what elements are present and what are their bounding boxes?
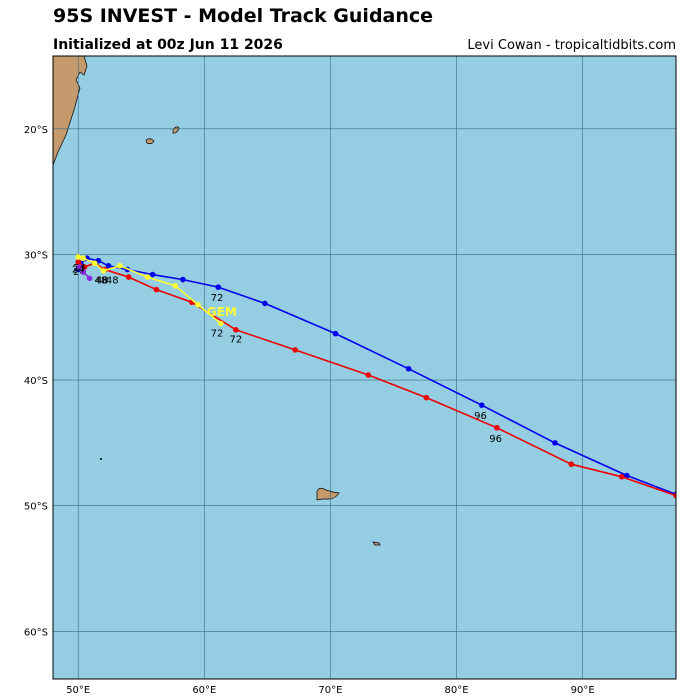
- track-point-blue: [405, 365, 412, 372]
- track-point-yellow: [217, 320, 224, 327]
- lon-tick-label: 50°E: [66, 685, 90, 696]
- track-point-blue: [215, 284, 222, 290]
- track-point-purple: [80, 269, 87, 275]
- track-point-red: [618, 473, 625, 480]
- credit-text: Levi Cowan - tropicaltidbits.com: [467, 38, 676, 53]
- track-point-blue: [624, 472, 630, 479]
- lat-tick-label: 40°S: [24, 376, 48, 387]
- forecast-hour-label: 24: [73, 267, 86, 278]
- forecast-hour-label: 72: [211, 328, 224, 339]
- reunion-island: [145, 138, 155, 145]
- forecast-hour-label: 48: [106, 276, 119, 287]
- forecast-hour-label: 72: [229, 335, 242, 346]
- map-frame: [52, 55, 677, 680]
- chart-title: 95S INVEST - Model Track Guidance: [53, 5, 434, 27]
- model-name-label: GEM: [207, 305, 237, 319]
- track-point-red: [568, 461, 575, 468]
- track-point-yellow: [144, 274, 151, 280]
- track-point-purple: [76, 264, 83, 270]
- forecast-hour-label: 24: [72, 264, 85, 275]
- ocean-background: [53, 56, 676, 679]
- track-point-yellow: [117, 262, 123, 269]
- forecast-hour-label: 48: [96, 276, 109, 287]
- mauritius-island: [172, 126, 180, 134]
- track-point-blue: [478, 402, 485, 408]
- track-point-yellow: [91, 260, 98, 267]
- track-point-yellow: [195, 301, 201, 308]
- track-point-red: [81, 264, 88, 270]
- track-point-red: [292, 347, 298, 353]
- track-point-blue: [262, 300, 268, 307]
- track-point-yellow: [80, 255, 87, 262]
- forecast-hour-label: 96: [489, 434, 502, 445]
- lat-tick-label: 60°S: [24, 627, 48, 638]
- forecast-hour-label: 72: [211, 293, 224, 304]
- track-point-yellow: [172, 283, 179, 289]
- forecast-hour-label: 48: [95, 276, 108, 287]
- track-point-blue: [180, 276, 186, 283]
- track-line-blue: [77, 257, 676, 496]
- track-point-red: [233, 327, 239, 333]
- track-point-yellow: [100, 267, 107, 274]
- chart-subtitle: Initialized at 00z Jun 11 2026: [53, 37, 283, 53]
- track-point-blue: [552, 440, 558, 446]
- track-point-blue: [105, 262, 112, 269]
- lat-tick-label: 50°S: [24, 502, 48, 513]
- track-point-red: [494, 424, 500, 431]
- track-point-red: [75, 259, 82, 265]
- track-point-red: [673, 492, 676, 499]
- model-tracks: 2448729624487296244872GEM: [72, 254, 676, 499]
- track-point-purple: [86, 275, 93, 282]
- track-point-red: [125, 274, 132, 280]
- track-point-red: [153, 286, 160, 293]
- track-point-red: [423, 394, 430, 401]
- track-point-red: [365, 372, 372, 378]
- track-point-yellow: [75, 254, 82, 260]
- axis-tick-labels: 50°E 60°E 70°E 80°E 90°E 20°S 30°S 40°S 50°S 60°S: [24, 125, 595, 696]
- forecast-hour-label: 96: [474, 411, 487, 422]
- track-point-blue: [149, 271, 156, 278]
- lon-tick-label: 90°E: [571, 685, 595, 696]
- lon-tick-label: 80°E: [445, 685, 469, 696]
- lon-tick-label: 60°E: [192, 685, 216, 696]
- graticule: [53, 56, 676, 679]
- lat-tick-label: 20°S: [24, 125, 48, 136]
- lat-tick-label: 30°S: [24, 250, 48, 261]
- track-point-blue: [332, 330, 339, 337]
- heard-island: [372, 541, 381, 546]
- lon-tick-label: 70°E: [318, 685, 342, 696]
- crozet-island: [100, 458, 102, 460]
